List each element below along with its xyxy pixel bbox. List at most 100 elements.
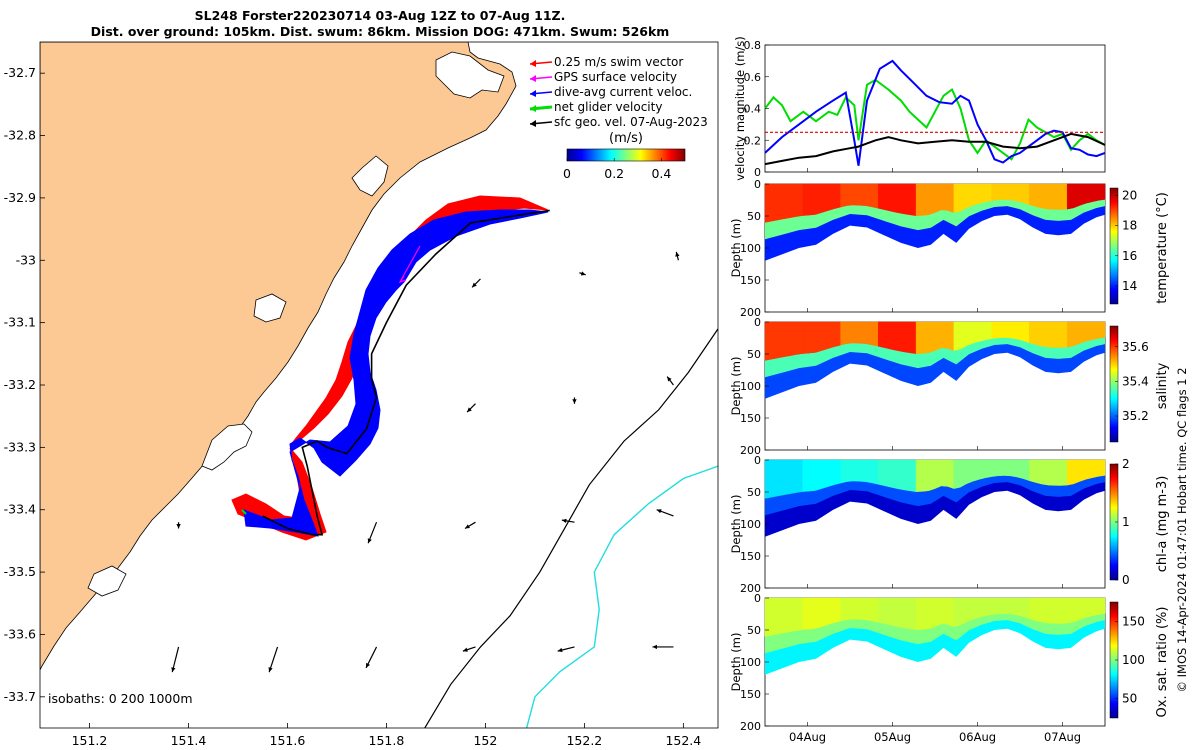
colorbar-tick-label: 20	[1122, 189, 1137, 203]
colorbar-tick-label: 0	[563, 166, 571, 181]
map-x-tick-label: 152.4	[665, 733, 701, 748]
section-y-tick-label: 200	[740, 306, 761, 319]
section-surface-cell	[764, 183, 804, 223]
section-colorbar-label: salinity	[1155, 362, 1170, 409]
legend-label: 0.25 m/s swim vector	[554, 55, 683, 69]
section-surface-cell	[802, 459, 841, 492]
colorbar-tick-label: 0	[1122, 573, 1130, 587]
map-x-tick-label: 152.2	[566, 733, 602, 748]
section-colorbar-label: temperature (°C)	[1155, 192, 1170, 304]
velocity-series-1	[764, 59, 1106, 166]
section-surface-cell	[991, 459, 1030, 482]
legend-entry-swim: 0.25 m/s swim vector	[529, 55, 683, 69]
velocity-series-0	[764, 78, 1106, 161]
section-ylabel: Depth (m)	[729, 633, 743, 692]
section-surface-cell	[991, 183, 1030, 206]
geo-arrow	[557, 646, 575, 653]
geo-arrow	[675, 251, 680, 261]
legend-label: GPS surface velocity	[554, 70, 677, 84]
section-surface-cell	[840, 321, 879, 347]
map-y-tick-label: -33.7	[4, 689, 36, 704]
section-surface-cell	[878, 321, 917, 354]
isobath-200m	[424, 328, 718, 728]
colorbar-tick-label: 150	[1122, 614, 1145, 628]
colorbar-ticks: 0 0.2 0.4	[563, 158, 671, 181]
section-surface-cell	[802, 597, 841, 630]
legend-label: dive-avg current veloc.	[554, 85, 692, 99]
map-y-ticks: -32.7 -32.8 -32.9 -33 -33.1 -33.2 -33.3 -33.4 -3…	[4, 65, 45, 704]
geo-arrow	[367, 521, 378, 544]
legend-entry-gps: GPS surface velocity	[529, 70, 677, 84]
section-colorbar-label: chl-a (mg m-3)	[1155, 476, 1170, 573]
section-surface-cell	[840, 183, 879, 209]
time-tick-label: 05Aug	[874, 730, 911, 744]
map-x-tick-label: 152	[473, 733, 497, 748]
colorbar-tick-label: 0.4	[651, 166, 671, 181]
section-surface-cell	[878, 459, 917, 492]
colorbar-units: (m/s)	[609, 131, 643, 146]
section-y-tick-label: 0	[754, 454, 761, 467]
section-colorbar	[1109, 325, 1119, 443]
lake-macquarie	[201, 423, 253, 471]
geo-arrow	[462, 646, 476, 652]
velocity-y-tick-label: 0.4	[744, 103, 762, 116]
geo-arrow	[176, 522, 181, 529]
time-tick-label: 07Aug	[1044, 730, 1081, 744]
hunter-estuary	[253, 293, 287, 323]
legend-entry-net: net glider velocity	[529, 100, 662, 114]
section-y-tick-label: 200	[740, 444, 761, 457]
section-y-tick-label: 50	[747, 486, 761, 499]
section-surface-cell	[915, 597, 955, 630]
section-surface-cell	[915, 459, 955, 492]
colorbar-gradient	[566, 148, 686, 162]
section-colorbar-label: Ox. sat. ratio (%)	[1155, 607, 1170, 718]
velocity-ylabel: velocity magnitude (m/s)	[733, 36, 747, 181]
chart-title: SL248 Forster220230714 03-Aug 12Z to 07-…	[0, 8, 760, 40]
section-y-tick-label: 100	[740, 380, 761, 393]
map-panel: 151.2 151.4 151.6 151.8 152 152.2 152.4 -32.7-…	[4, 41, 719, 748]
section-surface-cell	[878, 597, 917, 630]
geo-arrow	[268, 646, 279, 673]
velocity-series-2	[764, 132, 1106, 166]
map-y-tick-label: -33.4	[4, 502, 36, 517]
geo-arrow	[561, 518, 575, 523]
section-surface-cell	[1066, 321, 1106, 348]
section-colorbar	[1109, 187, 1119, 305]
section-surface-cell	[802, 183, 841, 216]
colorbar-tick-label: 35.6	[1122, 340, 1149, 354]
colorbar-tick-label: 16	[1122, 249, 1137, 263]
geo-arrow	[471, 278, 481, 288]
section-surface-cell	[915, 321, 955, 354]
map-y-tick-label: -33.2	[4, 377, 36, 392]
velocity-y-tick-label: 0.8	[744, 39, 762, 52]
section-surface-cell	[953, 597, 992, 627]
map-y-tick-label: -32.7	[4, 65, 36, 80]
map-y-tick-label: -33.5	[4, 564, 36, 579]
port-stephens	[351, 155, 389, 197]
legend-entry-dive: dive-avg current veloc.	[529, 85, 692, 99]
map-y-tick-label: -32.9	[4, 190, 36, 205]
section-surface-cell	[840, 459, 879, 485]
colorbar-tick-label: 50	[1122, 692, 1137, 706]
tuggerah-lake	[87, 565, 127, 597]
geo-arrow	[656, 509, 674, 517]
section-y-tick-label: 50	[747, 624, 761, 637]
geo-arrow	[572, 397, 577, 404]
section-surface-cell	[1029, 183, 1068, 210]
section-y-tick-label: 50	[747, 348, 761, 361]
section-y-tick-label: 0	[754, 316, 761, 329]
section-surface-cell	[1066, 183, 1106, 210]
geo-arrow	[171, 646, 180, 673]
map-x-tick-label: 151.8	[369, 733, 405, 748]
legend-label: net glider velocity	[554, 100, 662, 114]
section-surface-cell	[1029, 459, 1068, 486]
section-surface-cell	[764, 597, 804, 637]
colorbar-tick-label: 100	[1122, 653, 1145, 667]
colorbar-tick-label: 0.2	[604, 166, 624, 181]
geo-arrow	[464, 521, 476, 530]
geo-arrow	[579, 271, 586, 276]
map-x-ticks: 151.2 151.4 151.6 151.8 152 152.2 152.4	[72, 723, 701, 748]
geo-arrow	[466, 403, 476, 413]
isobaths	[424, 328, 718, 728]
